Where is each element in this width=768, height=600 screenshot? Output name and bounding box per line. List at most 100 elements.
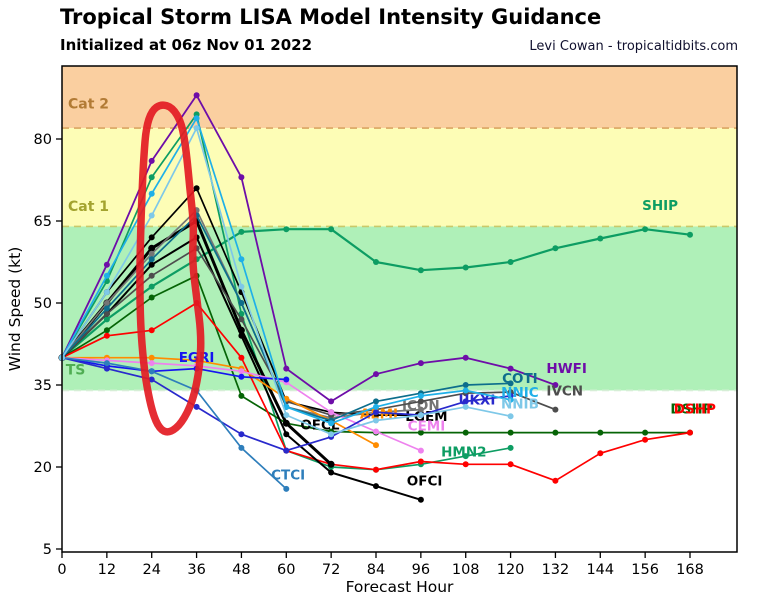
y-axis-label: Wind Speed (kt) (6, 247, 24, 372)
y-tick-label: 20 (34, 460, 52, 476)
data-point (238, 332, 245, 339)
data-point (417, 360, 424, 367)
x-tick-label: 84 (367, 562, 385, 578)
data-point (103, 305, 110, 312)
data-point (148, 283, 155, 290)
data-point (373, 466, 379, 473)
data-point (283, 226, 290, 233)
series-line-aemi (62, 356, 377, 446)
series-ship: SHIP (59, 198, 693, 361)
data-point (148, 244, 156, 252)
data-point (462, 429, 469, 436)
data-point (148, 360, 155, 367)
data-point (373, 398, 379, 405)
data-point (103, 300, 110, 306)
data-point (283, 485, 290, 492)
x-tick-label: 24 (142, 562, 160, 578)
x-tick-label: 72 (322, 562, 340, 578)
data-point (148, 294, 155, 301)
data-point (103, 310, 110, 317)
category-bands: Cat 2 Cat 1 TS (62, 66, 737, 552)
data-point (238, 392, 245, 399)
data-point (373, 417, 379, 424)
data-point (462, 264, 469, 271)
data-point (552, 429, 559, 436)
series-label-nnic: NNIC (501, 385, 539, 401)
series-label-dshp: DSHP (674, 401, 716, 417)
x-tick-label: 108 (452, 562, 480, 578)
data-point (417, 398, 424, 405)
data-point (103, 289, 110, 296)
series-line-egri (61, 356, 287, 381)
data-point (373, 409, 379, 416)
data-point (462, 403, 469, 410)
data-point (148, 250, 155, 257)
data-point (373, 259, 379, 265)
data-point (507, 365, 514, 372)
data-point (597, 450, 604, 457)
data-point (552, 245, 559, 252)
series-nnic: NNIC (59, 115, 539, 427)
data-point (148, 272, 155, 279)
data-point (642, 436, 649, 443)
data-point (283, 431, 290, 438)
data-point (148, 376, 155, 383)
x-tick-label: 96 (412, 562, 430, 578)
data-point (373, 403, 379, 410)
data-point (103, 332, 110, 339)
data-point (597, 429, 604, 436)
data-point (328, 398, 335, 405)
x-axis-label: Forecast Hour (346, 578, 454, 596)
x-tick-label: 0 (57, 562, 66, 578)
data-point (417, 412, 424, 419)
x-tick-label: 156 (631, 562, 659, 578)
data-point (238, 228, 245, 235)
data-point (328, 431, 335, 438)
page-title: Tropical Storm LISA Model Intensity Guid… (60, 5, 602, 29)
data-point (283, 447, 290, 454)
series-label-coti: COTI (502, 371, 538, 387)
data-point (462, 354, 469, 361)
data-point (103, 272, 110, 279)
x-tick-label: 60 (277, 562, 295, 578)
data-point (687, 429, 693, 436)
series-label-nnib: NNIB (501, 397, 539, 413)
data-point (238, 316, 245, 323)
data-point (373, 428, 379, 435)
data-point (373, 442, 379, 449)
data-point (238, 283, 245, 290)
series-label-dshp: DSHP (670, 401, 712, 417)
data-point (507, 259, 514, 265)
data-point (642, 429, 649, 436)
data-point (417, 496, 424, 503)
data-point (148, 190, 155, 197)
y-tick-label: 35 (34, 378, 52, 394)
band-ts (62, 226, 737, 391)
data-point (417, 429, 424, 436)
init-time-subtitle: Initialized at 06z Nov 01 2022 (60, 36, 313, 54)
data-point (373, 371, 379, 378)
series-line-ctci (61, 356, 287, 490)
series-label-lgem: LGEM (405, 409, 447, 425)
data-point (282, 419, 290, 427)
series-label-ship: SHIP (642, 198, 678, 214)
data-point (417, 458, 424, 465)
data-point (148, 261, 155, 268)
band-cat-2 (62, 66, 737, 129)
data-point (507, 380, 514, 387)
x-tick-label: 144 (586, 562, 614, 578)
band-label-cat-1: Cat 1 (68, 199, 109, 215)
series-label-hwfi: HWFI (546, 361, 586, 377)
x-tick-label: 120 (497, 562, 525, 578)
data-point (238, 444, 245, 451)
data-point (238, 256, 245, 263)
data-point (283, 376, 290, 383)
x-tick-label: 48 (232, 562, 250, 578)
series-ofci: OFCI (59, 234, 442, 503)
data-point (552, 382, 559, 388)
data-point (103, 327, 110, 334)
data-point (103, 316, 110, 323)
data-point (238, 373, 245, 380)
data-point (238, 354, 245, 361)
